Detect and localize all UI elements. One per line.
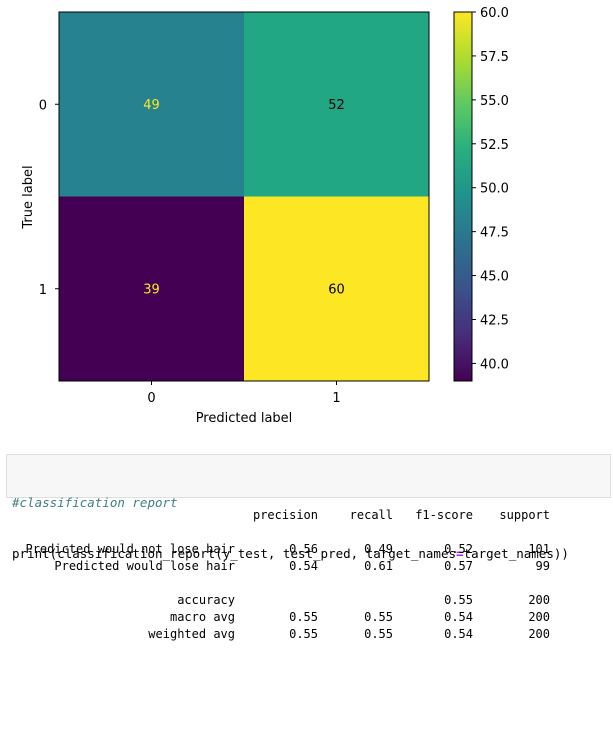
report-header-recall: recall xyxy=(349,508,393,522)
report-row-f1: 0.57 xyxy=(444,559,473,573)
plot-frame xyxy=(58,11,430,382)
cell-value-label: 39 xyxy=(143,282,160,297)
report-summary-row: weighted avg 0.55 0.55 0.54 200 xyxy=(0,626,613,643)
report-row-recall: 0.49 xyxy=(364,542,393,556)
report-row-label: Predicted would lose hair xyxy=(54,559,235,573)
report-row-label: Predicted would not lose hair xyxy=(25,542,235,556)
heatmap-cell xyxy=(59,196,244,381)
report-row: Predicted would lose hair 0.54 0.61 0.57… xyxy=(0,558,613,575)
y-axis-label: True label xyxy=(21,165,36,229)
code-part-arg: target_names)) xyxy=(463,546,569,561)
x-tick-label: 1 xyxy=(332,391,340,406)
report-row: Predicted would not lose hair 0.56 0.49 … xyxy=(0,541,613,558)
code-part-call: print(classification_report(y_test, test… xyxy=(12,546,457,561)
heatmap-cell xyxy=(59,12,244,197)
heatmap-cell xyxy=(244,12,429,197)
report-header-precision: precision xyxy=(252,508,318,522)
x-tick-label: 0 xyxy=(147,391,155,406)
colorbar-tick-label: 50.0 xyxy=(480,182,509,197)
report-summary-recall: 0.55 xyxy=(364,627,393,641)
report-header-f1: f1-score xyxy=(415,508,473,522)
report-summary-precision: 0.55 xyxy=(289,610,318,624)
code-cell[interactable]: #classification report print(classificat… xyxy=(6,454,611,561)
classification-report-output: precision recall f1-score support Predic… xyxy=(0,500,613,658)
colorbar-tick-label: 47.5 xyxy=(480,226,509,241)
report-summary-row: accuracy 0.55 200 xyxy=(0,592,613,609)
colorbar xyxy=(453,11,473,382)
report-summary-support: 200 xyxy=(528,610,550,624)
confusion-matrix-figure: 49 52 39 60 0 1 0 1 Predicted label True labe… xyxy=(21,6,509,426)
report-row-support: 99 xyxy=(535,559,550,573)
y-tick-label: 1 xyxy=(39,283,47,298)
report-summary-row: macro avg 0.55 0.55 0.54 200 xyxy=(0,609,613,626)
report-row-precision: 0.56 xyxy=(289,542,318,556)
colorbar-tick-label: 57.5 xyxy=(480,50,509,65)
report-summary-f1: 0.55 xyxy=(444,593,473,607)
cell-value-label: 52 xyxy=(328,98,345,113)
code-comment: #classification report xyxy=(12,495,178,510)
report-summary-f1: 0.54 xyxy=(444,627,473,641)
report-summary-label: weighted avg xyxy=(148,627,235,641)
colorbar-tick-label: 42.5 xyxy=(480,314,509,329)
report-header-support: support xyxy=(499,508,550,522)
report-summary-label: accuracy xyxy=(177,593,235,607)
colorbar-tick-label: 52.5 xyxy=(480,138,509,153)
report-summary-recall: 0.55 xyxy=(364,610,393,624)
report-row-support: 101 xyxy=(528,542,550,556)
report-header-row: precision recall f1-score support xyxy=(0,507,613,524)
code-part-equals: = xyxy=(456,546,464,561)
code-line: print(classification_report(y_test, test… xyxy=(12,545,610,562)
colorbar-tick-label: 45.0 xyxy=(480,270,509,285)
y-tick-label: 0 xyxy=(39,98,47,113)
report-summary-precision: 0.55 xyxy=(289,627,318,641)
report-summary-support: 200 xyxy=(528,627,550,641)
heatmap-cell xyxy=(244,196,429,381)
report-row-recall: 0.61 xyxy=(364,559,393,573)
x-axis-label: Predicted label xyxy=(196,411,293,426)
report-summary-label: macro avg xyxy=(169,610,235,624)
report-summary-support: 200 xyxy=(528,593,550,607)
colorbar-tick-label: 40.0 xyxy=(480,357,509,372)
colorbar-tick-label: 55.0 xyxy=(480,94,509,109)
report-row-precision: 0.54 xyxy=(289,559,318,573)
report-row-f1: 0.52 xyxy=(444,542,473,556)
colorbar-tick-label: 60.0 xyxy=(480,6,509,21)
report-summary-f1: 0.54 xyxy=(444,610,473,624)
cell-value-label: 49 xyxy=(143,98,160,113)
cell-value-label: 60 xyxy=(328,282,345,297)
